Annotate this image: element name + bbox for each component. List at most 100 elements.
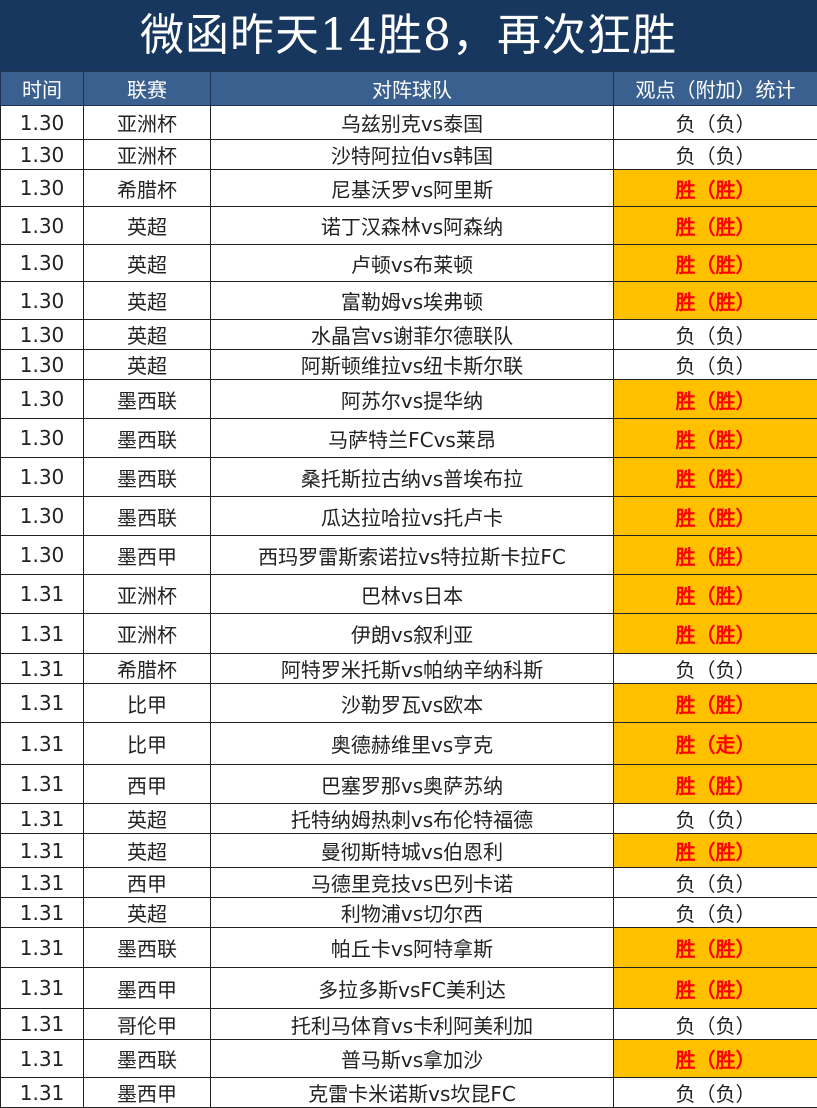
cell-league: 比甲 [84, 684, 211, 723]
cell-result: 胜（胜） [614, 968, 817, 1009]
cell-league: 亚洲杯 [84, 140, 211, 170]
cell-time: 1.31 [1, 575, 84, 614]
cell-match: 水晶宫vs谢菲尔德联队 [211, 320, 614, 350]
cell-time: 1.30 [1, 106, 84, 140]
cell-league: 亚洲杯 [84, 575, 211, 614]
cell-league: 英超 [84, 898, 211, 928]
cell-result: 胜（胜） [614, 207, 817, 245]
cell-result: 胜（胜） [614, 497, 817, 536]
cell-result: 胜（胜） [614, 1040, 817, 1078]
cell-match: 富勒姆vs埃弗顿 [211, 282, 614, 320]
cell-time: 1.31 [1, 723, 84, 765]
cell-league: 墨西甲 [84, 968, 211, 1009]
cell-time: 1.31 [1, 1040, 84, 1078]
cell-match: 阿斯顿维拉vs纽卡斯尔联 [211, 350, 614, 380]
header-result: 观点（附加）统计 [614, 72, 817, 106]
cell-match: 尼基沃罗vs阿里斯 [211, 170, 614, 207]
cell-result: 负（负） [614, 868, 817, 898]
cell-league: 英超 [84, 804, 211, 834]
cell-time: 1.31 [1, 1009, 84, 1040]
cell-time: 1.31 [1, 684, 84, 723]
cell-league: 英超 [84, 207, 211, 245]
cell-league: 墨西甲 [84, 1078, 211, 1108]
cell-result: 负（负） [614, 106, 817, 140]
cell-match: 巴林vs日本 [211, 575, 614, 614]
cell-result: 胜（胜） [614, 684, 817, 723]
cell-result: 胜（胜） [614, 765, 817, 804]
cell-time: 1.31 [1, 834, 84, 868]
cell-time: 1.30 [1, 536, 84, 575]
cell-match: 阿苏尔vs提华纳 [211, 380, 614, 419]
cell-time: 1.30 [1, 282, 84, 320]
cell-time: 1.30 [1, 380, 84, 419]
cell-league: 亚洲杯 [84, 614, 211, 654]
cell-league: 英超 [84, 245, 211, 282]
cell-result: 胜（胜） [614, 380, 817, 419]
cell-time: 1.30 [1, 419, 84, 458]
cell-match: 奥德赫维里vs亨克 [211, 723, 614, 765]
cell-result: 负（负） [614, 140, 817, 170]
cell-league: 英超 [84, 834, 211, 868]
cell-match: 多拉多斯vsFC美利达 [211, 968, 614, 1009]
cell-result: 胜（胜） [614, 536, 817, 575]
cell-match: 普马斯vs拿加沙 [211, 1040, 614, 1078]
cell-time: 1.30 [1, 170, 84, 207]
cell-result: 胜（胜） [614, 614, 817, 654]
cell-league: 西甲 [84, 868, 211, 898]
cell-league: 比甲 [84, 723, 211, 765]
header-match: 对阵球队 [211, 72, 614, 106]
cell-time: 1.31 [1, 928, 84, 968]
header-row: 时间 联赛 对阵球队 观点（附加）统计 [1, 72, 817, 106]
cell-match: 西玛罗雷斯索诺拉vs特拉斯卡拉FC [211, 536, 614, 575]
cell-result: 胜（胜） [614, 834, 817, 868]
cell-time: 1.31 [1, 614, 84, 654]
cell-match: 瓜达拉哈拉vs托卢卡 [211, 497, 614, 536]
cell-match: 诺丁汉森林vs阿森纳 [211, 207, 614, 245]
cell-match: 帕丘卡vs阿特拿斯 [211, 928, 614, 968]
cell-league: 希腊杯 [84, 654, 211, 684]
cell-result: 胜（胜） [614, 282, 817, 320]
cell-result: 负（负） [614, 1009, 817, 1040]
cell-match: 托利马体育vs卡利阿美利加 [211, 1009, 614, 1040]
cell-result: 胜（胜） [614, 419, 817, 458]
cell-time: 1.30 [1, 140, 84, 170]
cell-match: 伊朗vs叙利亚 [211, 614, 614, 654]
cell-result: 胜（胜） [614, 458, 817, 497]
cell-league: 希腊杯 [84, 170, 211, 207]
cell-match: 马德里竞技vs巴列卡诺 [211, 868, 614, 898]
cell-match: 巴塞罗那vs奥萨苏纳 [211, 765, 614, 804]
cell-result: 负（负） [614, 804, 817, 834]
cell-result: 胜（胜） [614, 245, 817, 282]
cell-result: 负（负） [614, 1078, 817, 1108]
cell-result: 负（负） [614, 898, 817, 928]
header-league: 联赛 [84, 72, 211, 106]
cell-time: 1.30 [1, 245, 84, 282]
cell-match: 托特纳姆热刺vs布伦特福德 [211, 804, 614, 834]
cell-time: 1.31 [1, 1078, 84, 1108]
cell-time: 1.30 [1, 320, 84, 350]
cell-result: 负（负） [614, 654, 817, 684]
cell-league: 英超 [84, 320, 211, 350]
page-title: 微函昨天14胜8，再次狂胜 [0, 0, 817, 71]
cell-league: 英超 [84, 282, 211, 320]
